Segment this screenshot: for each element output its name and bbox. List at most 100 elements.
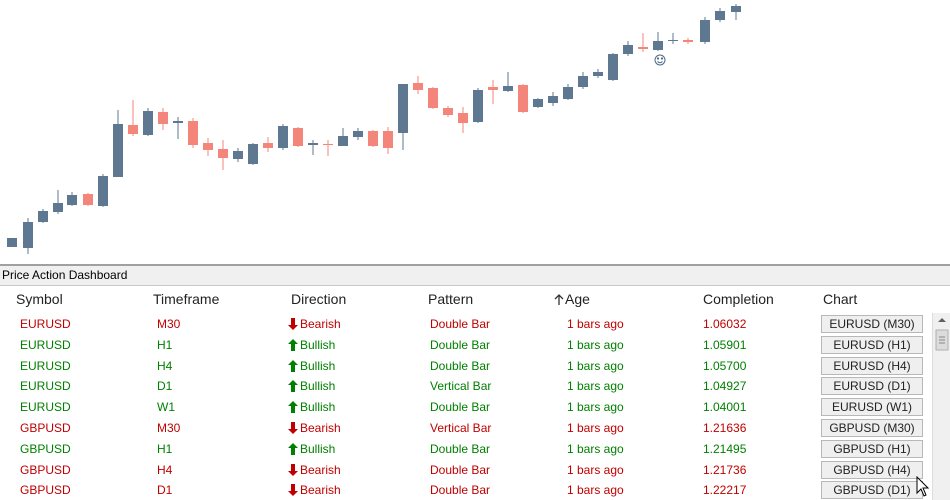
- direction-arrow: [288, 380, 298, 393]
- candle-body: [458, 113, 468, 123]
- column-header[interactable]: Completion: [703, 291, 774, 307]
- table-cell: Double Bar: [430, 317, 491, 331]
- table-cell: 1 bars ago: [567, 421, 624, 435]
- table-cell: Double Bar: [430, 358, 491, 373]
- table-cell: 1 bars ago: [567, 337, 624, 352]
- candle-body: [578, 76, 588, 87]
- chart-button[interactable]: EURUSD (H4): [821, 356, 923, 375]
- table-cell: 1.04927: [703, 379, 747, 394]
- direction-arrow: [288, 338, 298, 351]
- table-cell: EURUSD: [20, 400, 71, 415]
- candle-body: [731, 6, 741, 12]
- candle-body: [383, 131, 393, 148]
- table-cell: 1 bars ago: [567, 462, 624, 477]
- table-cell: 1 bars ago: [567, 483, 624, 498]
- candle-body: [338, 136, 348, 146]
- candle-body: [98, 176, 108, 206]
- candle-body: [503, 86, 513, 91]
- candle-body: [623, 45, 633, 54]
- table-cell: 1 bars ago: [567, 317, 624, 331]
- candle-body: [368, 131, 378, 146]
- table-cell: 1.21495: [703, 441, 747, 456]
- candle-body: [323, 144, 333, 145]
- candle-body: [398, 84, 408, 133]
- table-cell: GBPUSD: [20, 462, 71, 477]
- candle-body: [473, 90, 483, 122]
- table-cell: Bullish: [300, 358, 336, 373]
- column-header[interactable]: Pattern: [428, 291, 474, 307]
- table-cell: EURUSD: [20, 337, 71, 352]
- table-cell: Vertical Bar: [430, 379, 492, 394]
- candle-body: [233, 151, 243, 159]
- table-cell: Bullish: [300, 441, 336, 456]
- table-cell: H1: [157, 441, 173, 456]
- table-cell: 1.04001: [703, 400, 747, 415]
- candle-body: [653, 41, 663, 50]
- candle-body: [203, 143, 213, 150]
- column-header[interactable]: Chart: [823, 291, 858, 307]
- table-cell: M30: [157, 421, 181, 435]
- chart-button[interactable]: EURUSD (W1): [821, 398, 923, 417]
- table-cell: 1.06032: [703, 317, 747, 331]
- candle-body: [608, 54, 618, 80]
- table-cell: M30: [157, 317, 181, 331]
- candle-body: [23, 222, 33, 248]
- direction-arrow-shape: [288, 318, 298, 330]
- candle-body: [443, 108, 453, 115]
- direction-arrow-shape: [288, 359, 298, 372]
- candle-body: [38, 211, 48, 222]
- chart-button[interactable]: EURUSD (H1): [821, 335, 923, 354]
- column-header[interactable]: Age: [565, 291, 590, 307]
- scrollbar[interactable]: [932, 313, 950, 500]
- table-cell: D1: [157, 483, 173, 498]
- table-cell: Double Bar: [430, 483, 491, 498]
- candle-body: [293, 128, 303, 146]
- direction-arrow-shape: [288, 422, 298, 434]
- table-cell: Bullish: [300, 337, 336, 352]
- table-cell: 1.21736: [703, 462, 747, 477]
- table-cell: GBPUSD: [20, 441, 71, 456]
- chart-button[interactable]: EURUSD (M30): [821, 315, 923, 333]
- direction-arrow: [288, 401, 298, 414]
- direction-arrow: [288, 484, 298, 497]
- candle-body: [518, 85, 528, 112]
- candle-body: [128, 125, 138, 134]
- chart-button[interactable]: GBPUSD (H4): [821, 460, 923, 479]
- table-cell: Double Bar: [430, 400, 491, 415]
- direction-arrow-shape: [288, 401, 298, 414]
- table-cell: EURUSD: [20, 317, 71, 331]
- table-cell: 1.22217: [703, 483, 747, 498]
- table-cell: 1.05901: [703, 337, 747, 352]
- column-header[interactable]: Symbol: [16, 291, 63, 307]
- table-cell: D1: [157, 379, 173, 394]
- column-header[interactable]: Direction: [291, 291, 347, 307]
- table-cell: Double Bar: [430, 441, 491, 456]
- candle-body: [683, 40, 693, 42]
- table-cell: Bearish: [300, 462, 341, 477]
- candle-body: [67, 195, 77, 205]
- table-cell: Double Bar: [430, 337, 491, 352]
- direction-arrow-shape: [288, 463, 298, 476]
- table-cell: Bearish: [300, 421, 341, 435]
- chart-button[interactable]: EURUSD (D1): [821, 377, 923, 396]
- chart-button[interactable]: GBPUSD (H1): [821, 439, 923, 458]
- direction-arrow-shape: [288, 484, 298, 497]
- chart-button[interactable]: GBPUSD (M30): [821, 419, 923, 437]
- candle-body: [158, 112, 168, 124]
- table-cell: Double Bar: [430, 462, 491, 477]
- chart-button[interactable]: GBPUSD (D1): [821, 481, 923, 500]
- table-cell: EURUSD: [20, 358, 71, 373]
- mouse-cursor: [916, 476, 929, 497]
- column-header[interactable]: Timeframe: [153, 291, 220, 307]
- table-cell: GBPUSD: [20, 421, 71, 435]
- price-chart: [7, 4, 741, 254]
- candle-body: [173, 121, 183, 123]
- candle-body: [353, 131, 363, 137]
- table-cell: 1 bars ago: [567, 400, 624, 415]
- scrollbar-graphics: [935, 318, 949, 351]
- direction-arrow: [288, 318, 298, 330]
- table-cell: 1 bars ago: [567, 358, 624, 373]
- table-cell: GBPUSD: [20, 483, 71, 498]
- candle-body: [638, 47, 648, 49]
- table-cell: H4: [157, 358, 173, 373]
